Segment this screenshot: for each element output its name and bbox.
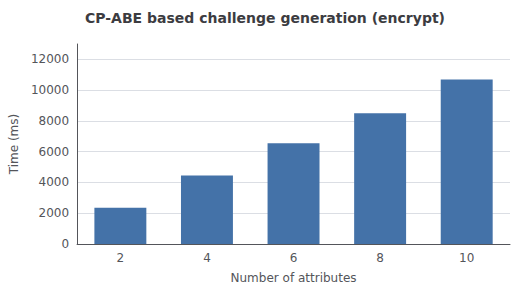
svg-text:0: 0 xyxy=(61,237,69,251)
svg-text:12000: 12000 xyxy=(31,52,69,66)
svg-text:10000: 10000 xyxy=(31,83,69,97)
svg-text:6000: 6000 xyxy=(39,145,70,159)
svg-text:2000: 2000 xyxy=(39,206,70,220)
svg-text:8000: 8000 xyxy=(39,114,70,128)
svg-text:4: 4 xyxy=(203,251,211,265)
svg-text:10: 10 xyxy=(459,251,474,265)
svg-text:2: 2 xyxy=(117,251,125,265)
svg-text:CP-ABE based challenge generat: CP-ABE based challenge generation (encry… xyxy=(85,10,445,26)
svg-text:Time (ms): Time (ms) xyxy=(7,114,21,176)
svg-text:6: 6 xyxy=(290,251,298,265)
svg-text:4000: 4000 xyxy=(39,175,70,189)
svg-text:Number of attributes: Number of attributes xyxy=(231,271,357,285)
svg-text:8: 8 xyxy=(376,251,384,265)
